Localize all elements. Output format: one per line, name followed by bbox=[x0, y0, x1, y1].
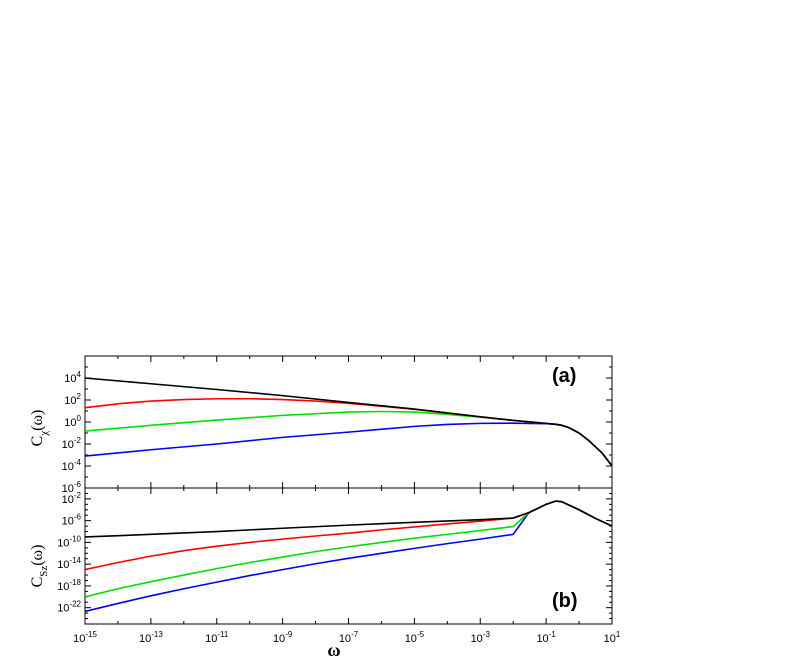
y-axis-label-a-arg: (ω) bbox=[29, 410, 46, 431]
y-tick-label: 10-2 bbox=[62, 491, 82, 506]
y-axis-label-b: CSz(ω) bbox=[29, 545, 50, 588]
x-tick-label: 10-1 bbox=[536, 630, 556, 645]
x-tick-label: 10-13 bbox=[139, 630, 163, 645]
x-tick-label: 10-9 bbox=[273, 630, 293, 645]
series-line-b-3 bbox=[85, 500, 612, 613]
series-line-b-2 bbox=[85, 500, 612, 598]
panel-a: 10-6 10-4 10-2 100 102 104 bbox=[62, 355, 613, 495]
y-tick-label: 104 bbox=[64, 370, 81, 385]
y-tick-label: 10-10 bbox=[57, 534, 81, 549]
x-tick-label: 10-5 bbox=[405, 630, 425, 645]
x-axis-label: ω bbox=[327, 640, 340, 660]
y-tick-label: 10-4 bbox=[62, 458, 82, 473]
panel-a-label: (a) bbox=[552, 365, 576, 387]
y-tick-label: 10-14 bbox=[57, 556, 81, 571]
series-line-a-3 bbox=[85, 422, 612, 467]
y-axis-label-b-sub: Sz bbox=[38, 566, 50, 577]
series-line-a-0 bbox=[85, 377, 612, 467]
y-axis-label-b-arg: (ω) bbox=[29, 545, 46, 566]
y-tick-label: 10-22 bbox=[57, 600, 81, 615]
series-line-a-2 bbox=[85, 410, 612, 467]
y-tick-label: 10-2 bbox=[62, 436, 82, 451]
y-tick-label: 10-6 bbox=[62, 513, 82, 528]
y-axis-label-a-sub: χ bbox=[38, 431, 50, 437]
y-tick-label: 10-6 bbox=[62, 480, 82, 495]
x-tick-label: 101 bbox=[604, 630, 621, 645]
y-tick-label: 100 bbox=[64, 414, 81, 429]
y-tick-label: 10-18 bbox=[57, 578, 81, 593]
series-line-b-0 bbox=[85, 500, 612, 538]
y-tick-label: 102 bbox=[64, 392, 81, 407]
x-tick-label: 10-3 bbox=[471, 630, 491, 645]
y-axis-label-a-main: C bbox=[29, 436, 46, 447]
y-axis-label-b-main: C bbox=[29, 577, 46, 588]
plot-frame-b bbox=[84, 487, 613, 625]
panel-b: 10-15 10-13 10-11 10-9 10-7 10-5 10-3 10-1 101 10… bbox=[57, 487, 621, 645]
x-tick-label: 10-15 bbox=[73, 630, 97, 645]
x-tick-label: 10-7 bbox=[339, 630, 359, 645]
panel-b-label: (b) bbox=[552, 590, 578, 612]
y-axis-label-a: Cχ(ω) bbox=[29, 410, 50, 447]
x-tick-label: 10-11 bbox=[205, 630, 229, 645]
